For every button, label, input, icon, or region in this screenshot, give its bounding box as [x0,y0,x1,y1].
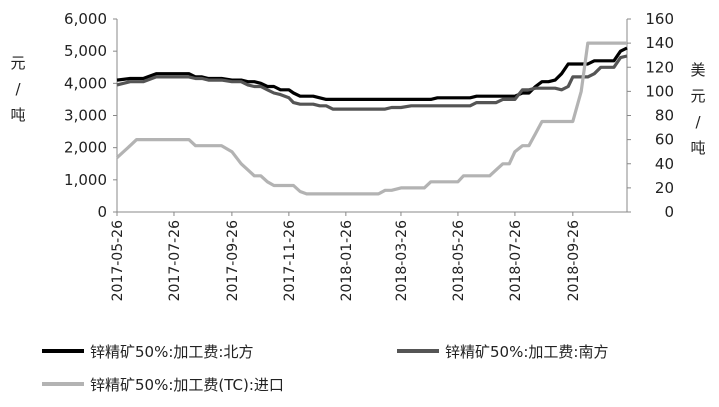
right-y-tick-label: 20 [655,179,674,197]
right-axis-title-char: 吨 [690,139,705,157]
legend-item-import-label: 锌精矿50%:加工费(TC):进口 [90,376,284,394]
right-axis-title-char: 美 [690,61,705,79]
right-y-tick-label: 60 [655,131,674,149]
left-y-tick-label: 0 [97,203,107,221]
x-tick-label: 2018-03-26 [394,220,410,301]
x-tick-label: 2018-07-26 [508,220,524,301]
right-y-tick-label: 160 [645,10,674,28]
left-y-tick-label: 5,000 [64,42,107,60]
left-axis-title-char: / [15,80,21,98]
left-y-tick-label: 3,000 [64,107,107,125]
x-tick-label: 2017-07-26 [167,220,183,301]
right-y-tick-label: 40 [655,155,674,173]
x-tick-label: 2017-11-26 [282,220,298,301]
x-tick-label: 2018-09-26 [566,220,582,301]
x-tick-label: 2017-09-26 [225,220,241,301]
left-y-tick-label: 6,000 [64,10,107,28]
series-line-north [116,46,628,101]
x-tick-label: 2018-05-26 [451,220,467,301]
left-axis-title-char: 吨 [10,106,25,124]
left-y-tick-label: 4,000 [64,74,107,92]
left-y-tick-label: 1,000 [64,171,107,189]
x-tick-label: 2018-01-26 [339,220,355,301]
series-line-south [116,54,628,111]
left-axis-title-char: 元 [10,54,25,72]
right-y-tick-label: 80 [655,107,674,125]
series-line-import [115,41,627,196]
legend-item-north-label: 锌精矿50%:加工费:北方 [90,343,253,361]
left-y-tick-label: 2,000 [64,139,107,157]
legend-item-south-label: 锌精矿50%:加工费:南方 [445,343,608,361]
right-y-tick-label: 140 [645,34,674,52]
x-tick-label: 2017-05-26 [110,220,126,301]
right-y-tick-label: 120 [645,58,674,76]
right-axis-title-char: / [695,113,701,131]
right-y-tick-label: 100 [645,82,674,100]
right-axis-title-char: 元 [690,87,705,105]
right-y-tick-label: 0 [664,203,674,221]
